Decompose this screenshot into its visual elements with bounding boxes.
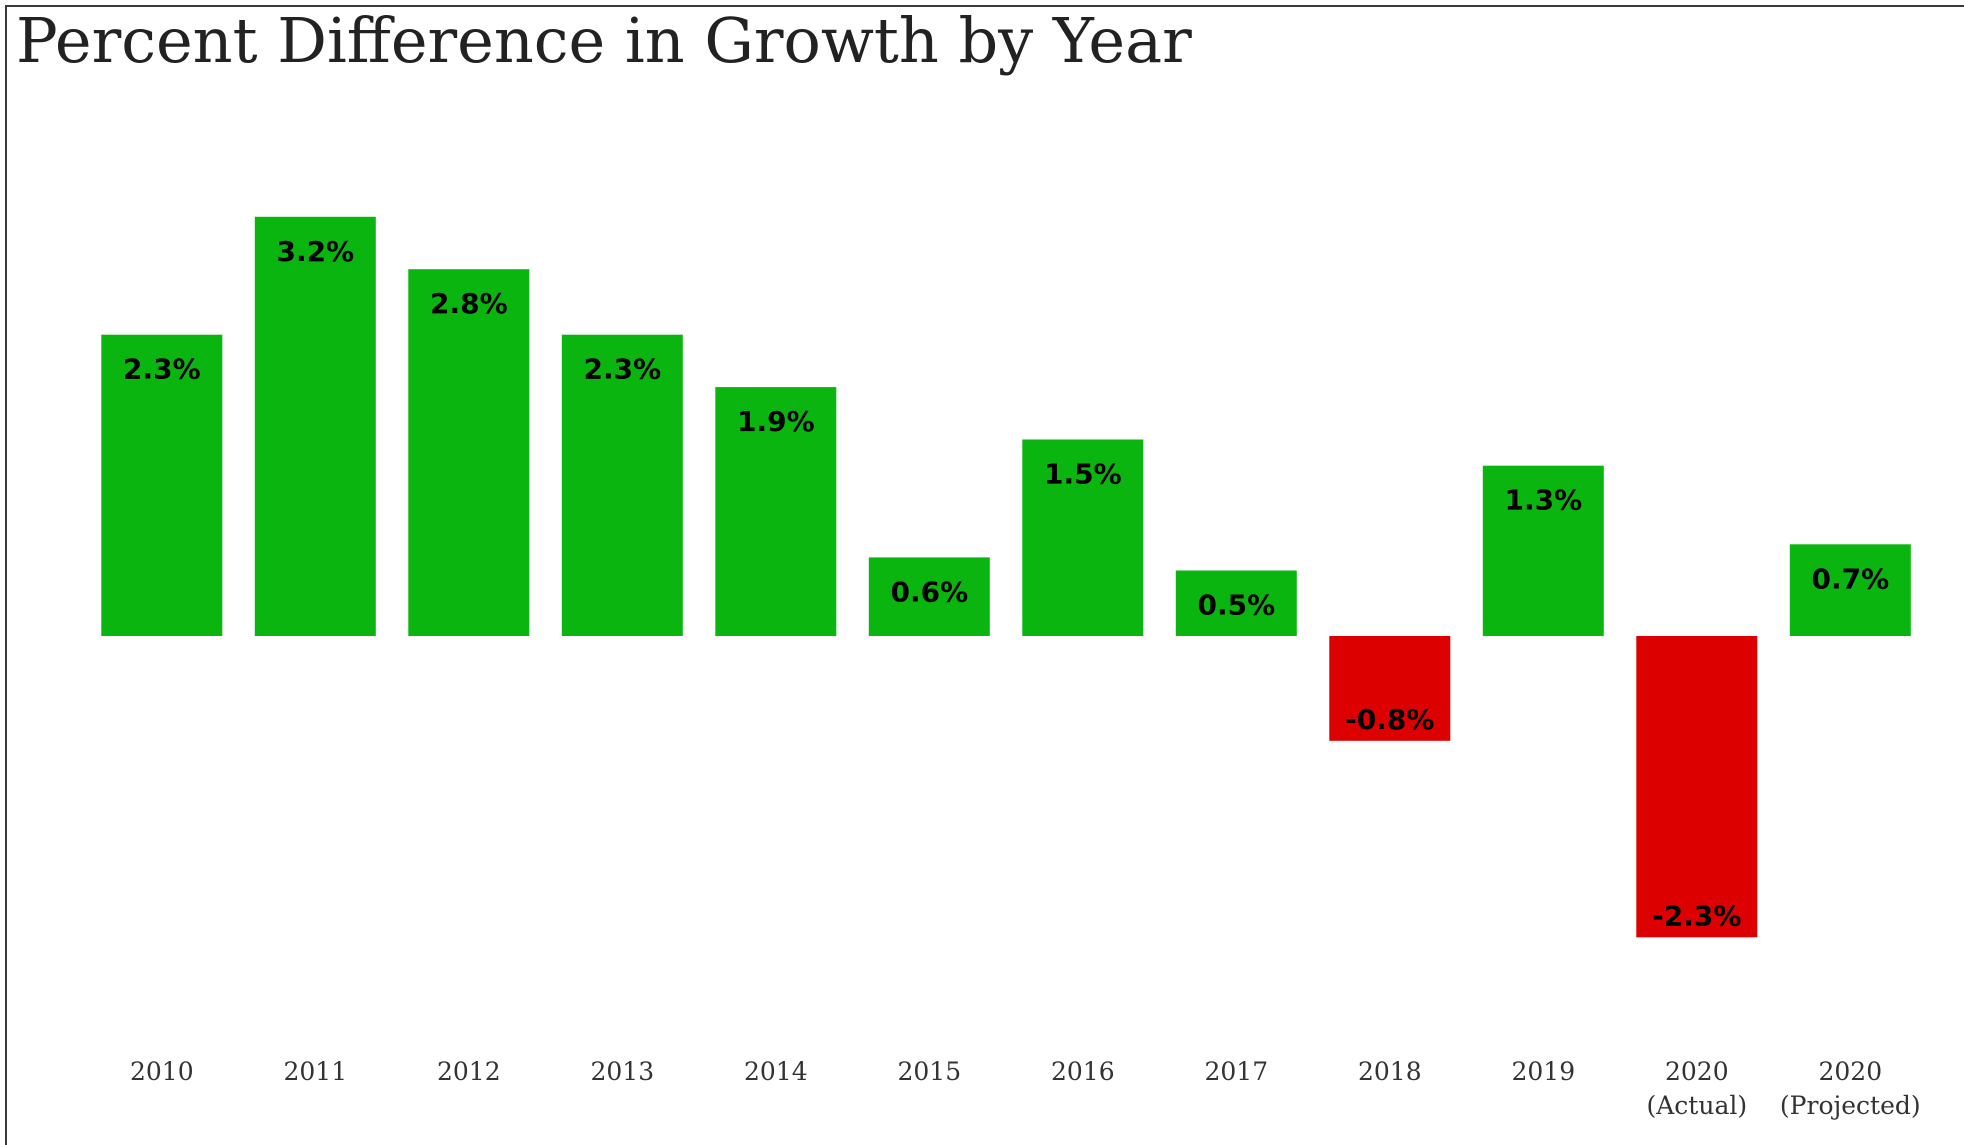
x-tick-label-11-line-0: 2020 <box>1818 1057 1882 1086</box>
x-tick-label-3: 2013 <box>590 1057 654 1086</box>
bar-7 <box>1175 570 1297 636</box>
x-tick-label-7: 2017 <box>1204 1057 1268 1086</box>
data-label-5: 0.6% <box>890 575 968 608</box>
x-tick-label-6-line-0: 2016 <box>1051 1057 1115 1086</box>
x-tick-label-11: 2020 (Projected) <box>1780 1057 1921 1120</box>
x-tick-label-11-line-1: (Projected) <box>1780 1091 1921 1120</box>
x-tick-label-1-line-0: 2011 <box>283 1057 347 1086</box>
data-label-1: 3.2% <box>276 235 354 268</box>
x-tick-label-9-line-0: 2019 <box>1511 1057 1575 1086</box>
x-tick-label-1: 2011 <box>283 1057 347 1086</box>
chart-title: Percent Difference in Growth by Year <box>16 4 1192 77</box>
bar-6 <box>1022 439 1144 636</box>
x-tick-label-8: 2018 <box>1358 1057 1422 1086</box>
bar-5 <box>868 557 990 636</box>
x-tick-label-4: 2014 <box>744 1057 808 1086</box>
data-label-6: 1.5% <box>1044 458 1122 491</box>
x-tick-label-9: 2019 <box>1511 1057 1575 1086</box>
x-tick-label-6: 2016 <box>1051 1057 1115 1086</box>
x-tick-label-7-line-0: 2017 <box>1204 1057 1268 1086</box>
data-label-4: 1.9% <box>737 405 815 438</box>
x-tick-label-10: 2020 (Actual) <box>1646 1057 1747 1120</box>
bar-2 <box>408 269 530 636</box>
data-label-7: 0.5% <box>1197 589 1275 622</box>
bar-4 <box>715 387 837 636</box>
data-label-0: 2.3% <box>123 353 201 386</box>
x-tick-label-5-line-0: 2015 <box>897 1057 961 1086</box>
chart-frame <box>5 5 1964 1145</box>
data-label-11: 0.7% <box>1811 562 1889 595</box>
bars-group <box>101 216 1911 938</box>
bar-11 <box>1789 544 1911 636</box>
bar-9 <box>1482 465 1604 636</box>
data-label-2: 2.8% <box>430 287 508 320</box>
bar-8 <box>1329 636 1451 741</box>
bar-0 <box>101 334 223 636</box>
data-label-9: 1.3% <box>1504 484 1582 517</box>
x-tick-label-10-line-0: 2020 <box>1665 1057 1729 1086</box>
x-tick-label-3-line-0: 2013 <box>590 1057 654 1086</box>
bar-3 <box>561 334 683 636</box>
x-tick-label-8-line-0: 2018 <box>1358 1057 1422 1086</box>
bar-1 <box>254 216 376 637</box>
data-label-10: -2.3% <box>1652 899 1741 932</box>
x-tick-label-4-line-0: 2014 <box>744 1057 808 1086</box>
x-tick-label-5: 2015 <box>897 1057 961 1086</box>
x-tick-label-10-line-1: (Actual) <box>1646 1091 1747 1120</box>
x-tick-label-2-line-0: 2012 <box>437 1057 501 1086</box>
x-tick-label-2: 2012 <box>437 1057 501 1086</box>
data-label-3: 2.3% <box>583 353 661 386</box>
data-labels-group: 2.3% 3.2% 2.8% 2.3% 1.9% 0.6% 1.5% 0.5% -0.8% 1.3… <box>123 235 1889 933</box>
x-tick-label-0: 2010 <box>130 1057 194 1086</box>
bar-10 <box>1636 636 1758 938</box>
x-tick-labels-group: 2010 2011 2012 2013 2014 2015 2016 2017 2018 2019… <box>130 1057 1921 1120</box>
data-label-8: -0.8% <box>1345 703 1434 736</box>
x-tick-label-0-line-0: 2010 <box>130 1057 194 1086</box>
